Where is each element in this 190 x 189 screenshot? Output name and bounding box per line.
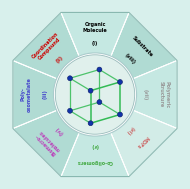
Circle shape	[55, 55, 135, 134]
Text: (vi): (vi)	[125, 125, 135, 135]
Polygon shape	[13, 94, 95, 177]
Polygon shape	[13, 12, 95, 94]
Text: (v): (v)	[91, 143, 99, 148]
Text: (vii): (vii)	[142, 89, 148, 100]
Text: Organic
Molecule: Organic Molecule	[83, 22, 107, 33]
Polygon shape	[95, 12, 177, 94]
Circle shape	[118, 112, 123, 117]
Text: Biomacro-
molecules: Biomacro- molecules	[34, 128, 61, 156]
Polygon shape	[95, 94, 177, 177]
Text: MOFs: MOFs	[135, 135, 150, 149]
Text: (ii): (ii)	[55, 54, 64, 64]
Circle shape	[88, 121, 93, 126]
Polygon shape	[61, 12, 129, 94]
Circle shape	[118, 80, 123, 84]
Text: (iii): (iii)	[42, 90, 48, 99]
Circle shape	[67, 76, 72, 81]
Text: Co-oligomers: Co-oligomers	[77, 159, 113, 164]
Text: Substrate: Substrate	[131, 36, 154, 58]
Text: Polymeric
Structure: Polymeric Structure	[159, 81, 169, 108]
Text: Poly-
oxometalate: Poly- oxometalate	[21, 77, 31, 112]
Circle shape	[88, 88, 93, 93]
Text: (i): (i)	[92, 41, 98, 46]
Circle shape	[67, 108, 72, 113]
Text: (viii): (viii)	[124, 53, 137, 65]
Polygon shape	[61, 94, 129, 177]
Circle shape	[97, 100, 102, 105]
Text: Coordination
Compound: Coordination Compound	[31, 31, 64, 64]
Text: (iv): (iv)	[55, 125, 65, 135]
Polygon shape	[95, 60, 177, 129]
Circle shape	[53, 53, 137, 136]
Circle shape	[97, 67, 102, 72]
Polygon shape	[13, 60, 95, 129]
